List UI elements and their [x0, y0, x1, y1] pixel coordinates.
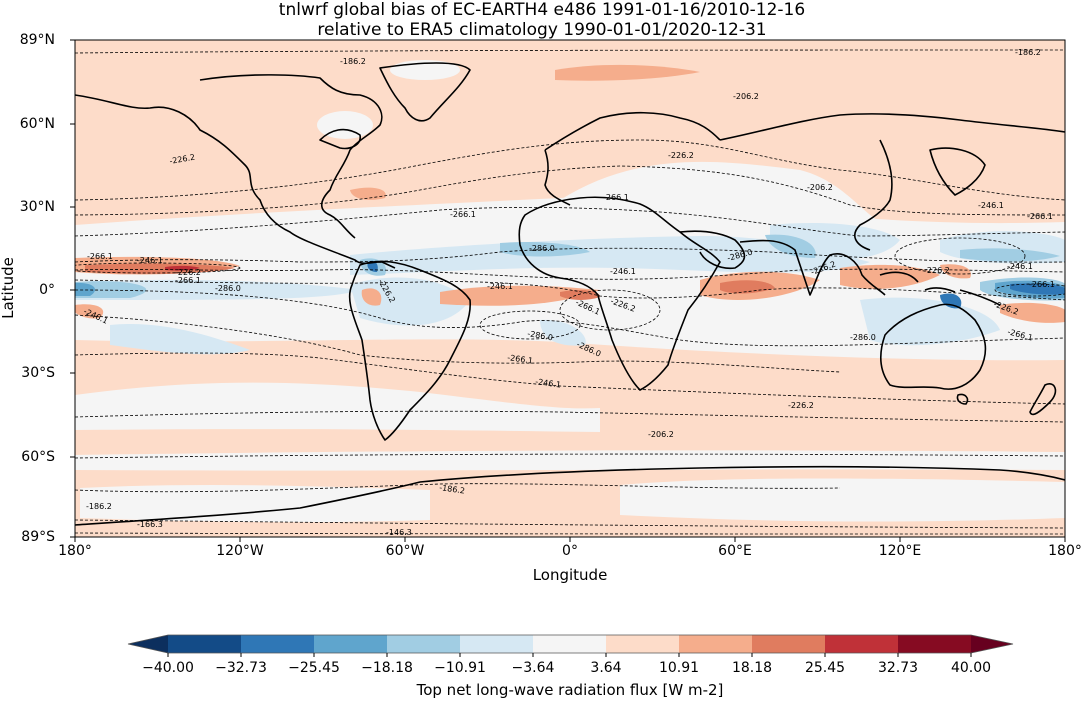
- contour-label: -226.2: [668, 151, 694, 160]
- y-tick-label: 30°S: [21, 365, 55, 381]
- colorbar-tick-label: 10.91: [658, 660, 700, 676]
- y-tick-label: 60°S: [21, 449, 55, 465]
- contour-label: -246.1: [137, 256, 163, 265]
- colorbar-tick-label: −32.73: [215, 660, 267, 676]
- contour-label: -186.2: [86, 502, 112, 511]
- contour-label: -266.1: [1027, 212, 1053, 221]
- contour-label: -226.2: [175, 268, 201, 277]
- colorbar: [127, 634, 1014, 657]
- colorbar-under-arrow: [128, 635, 168, 653]
- colorbar-tick-label: −3.64: [511, 660, 555, 676]
- x-tick-label: 120°E: [878, 543, 922, 559]
- colorbar-tick-label: 32.73: [877, 660, 919, 676]
- contour-label: -246.1: [978, 201, 1004, 210]
- colorbar-label: Top net long-wave radiation flux [W m-2]: [416, 681, 724, 699]
- contour-label: -226.2: [924, 266, 950, 275]
- contour-label: -186.2: [340, 57, 366, 66]
- y-tick-label: 0°: [39, 282, 55, 298]
- colorbar-tick-label: −10.91: [434, 660, 486, 676]
- x-tick-label: 60°E: [718, 543, 752, 559]
- contour-label: -266.1: [603, 193, 629, 202]
- coastlines: [75, 62, 1065, 526]
- contour-label: -286.0: [215, 284, 241, 293]
- contour-label: -266.1: [507, 353, 534, 366]
- contour-label: -266.1: [87, 252, 113, 261]
- contour-label: -246.1: [610, 267, 636, 276]
- contour-label: -246.1: [1007, 262, 1033, 271]
- contour-label: -146.3: [386, 528, 412, 537]
- contour-label: -266.1: [175, 276, 201, 285]
- contour-label: -286.0: [529, 244, 555, 253]
- x-axis-label: Longitude: [532, 566, 608, 584]
- contour-label: -206.2: [733, 92, 759, 101]
- contour-label: -246.1: [535, 377, 562, 390]
- contour-label: -286.0: [527, 329, 554, 342]
- colorbar-tick-label: 3.64: [590, 660, 622, 676]
- y-tick-label: 30°N: [19, 199, 55, 215]
- chart-subtitle: relative to ERA5 climatology 1990-01-01/…: [317, 20, 767, 40]
- x-tick-label: 180°: [58, 543, 92, 559]
- contour-label: -226.2: [169, 153, 196, 166]
- colorbar-tick-label: 18.18: [731, 660, 773, 676]
- contour-label: -246.1: [487, 282, 513, 291]
- contour-label: -166.3: [137, 520, 163, 529]
- y-axis-label: Latitude: [0, 257, 17, 319]
- axis-ticks: [70, 39, 1066, 542]
- x-tick-label: 60°W: [385, 543, 425, 559]
- contour-label: -186.2: [439, 483, 466, 496]
- x-tick-label: 0°: [562, 543, 578, 559]
- chart-title: tnlwrf global bias of EC-EARTH4 e486 199…: [278, 0, 806, 20]
- colorbar-tick-label: −40.00: [142, 660, 194, 676]
- contour-label: -286.0: [850, 333, 876, 342]
- colorbar-tick-label: 40.00: [950, 660, 992, 676]
- colorbar-tick-label: −18.18: [361, 660, 413, 676]
- colorbar-over-arrow: [971, 635, 1013, 653]
- y-tick-label: 89°N: [19, 32, 55, 48]
- contour-label: -226.2: [788, 401, 814, 410]
- x-tick-label: 180°: [1048, 543, 1082, 559]
- y-tick-label: 60°N: [19, 116, 55, 132]
- contour-lines: [75, 49, 1065, 535]
- contour-label: -206.2: [807, 183, 833, 192]
- contour-label: -266.1: [1029, 280, 1055, 289]
- x-tick-label: 120°W: [216, 543, 264, 559]
- contour-label: -266.1: [450, 210, 476, 219]
- contour-label: -206.2: [648, 430, 674, 439]
- contour-label: -186.2: [1015, 48, 1041, 57]
- colorbar-tick-label: 25.45: [804, 660, 846, 676]
- y-tick-label: 89°S: [21, 529, 55, 545]
- colorbar-tick-label: −25.45: [288, 660, 340, 676]
